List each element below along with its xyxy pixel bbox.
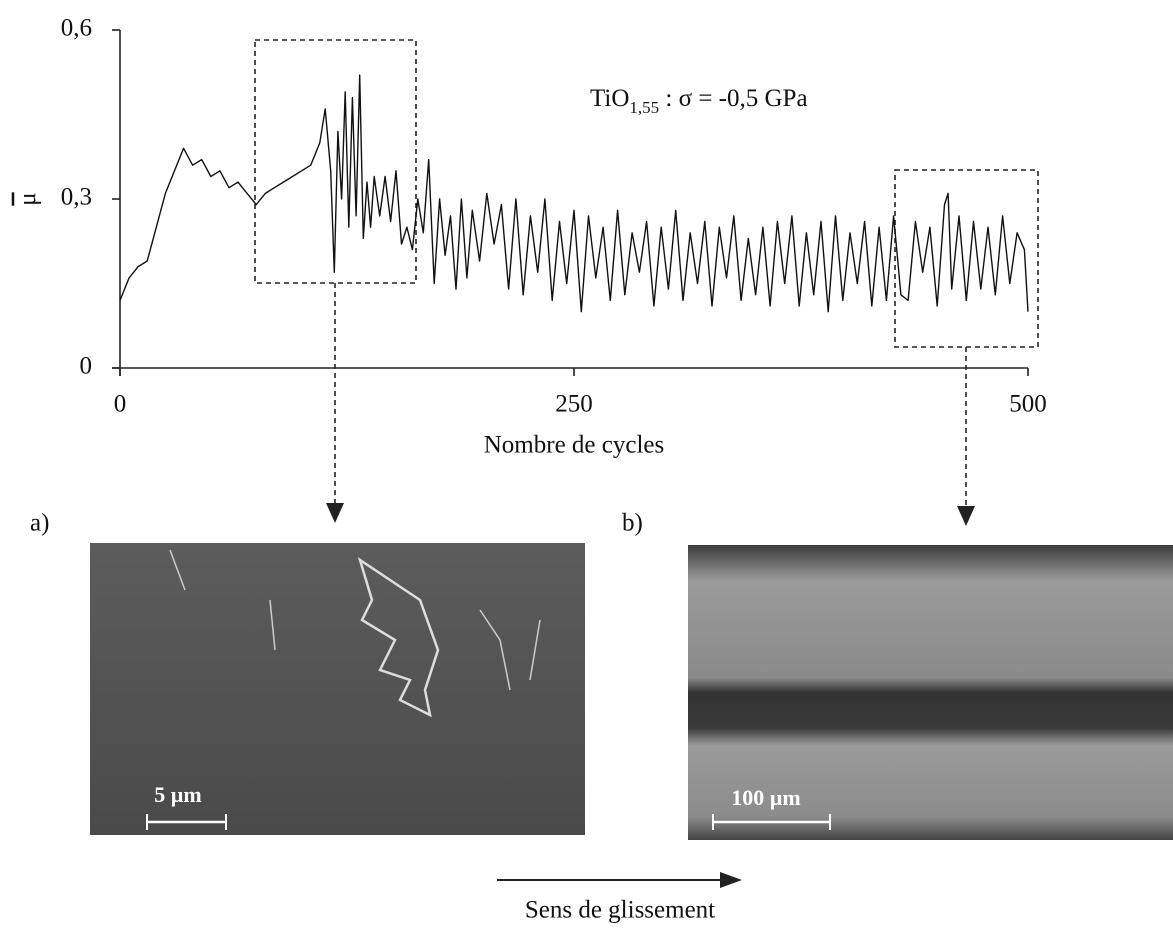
annotation-part: : σ = -0,5 GPa	[659, 85, 807, 112]
crack	[357, 557, 440, 718]
arrow-head	[326, 503, 344, 523]
x-tick-label: 0	[114, 391, 127, 418]
y-tick-label: 0,3	[61, 184, 92, 211]
annotation: TiO1,55 : σ = -0,5 GPa	[590, 85, 808, 118]
y-tick-label: 0,6	[61, 15, 92, 42]
sem-image	[90, 543, 585, 835]
annotation-subscript: 1,55	[629, 98, 659, 117]
y-tick-label: 0	[80, 353, 93, 380]
data-line	[119, 74, 1029, 313]
x-axis-label: Nombre de cycles	[484, 432, 664, 459]
sem-image	[688, 545, 1173, 840]
direction-arrow-head	[720, 872, 742, 888]
x-tick-label: 250	[555, 391, 593, 418]
zoom-box	[894, 169, 1039, 348]
direction-label: Sens de glissement	[525, 897, 715, 924]
zoom-box	[254, 39, 417, 284]
arrow-head	[957, 506, 975, 526]
crack	[169, 549, 541, 691]
x-tick-label: 500	[1009, 391, 1047, 418]
scale-label: 5 µm	[154, 782, 202, 807]
panel-label: a)	[30, 510, 49, 537]
annotation-part: TiO	[590, 85, 629, 112]
scale-label: 100 µm	[731, 785, 801, 810]
y-axis-label: μ	[15, 192, 42, 205]
panel-label: b)	[622, 510, 643, 537]
